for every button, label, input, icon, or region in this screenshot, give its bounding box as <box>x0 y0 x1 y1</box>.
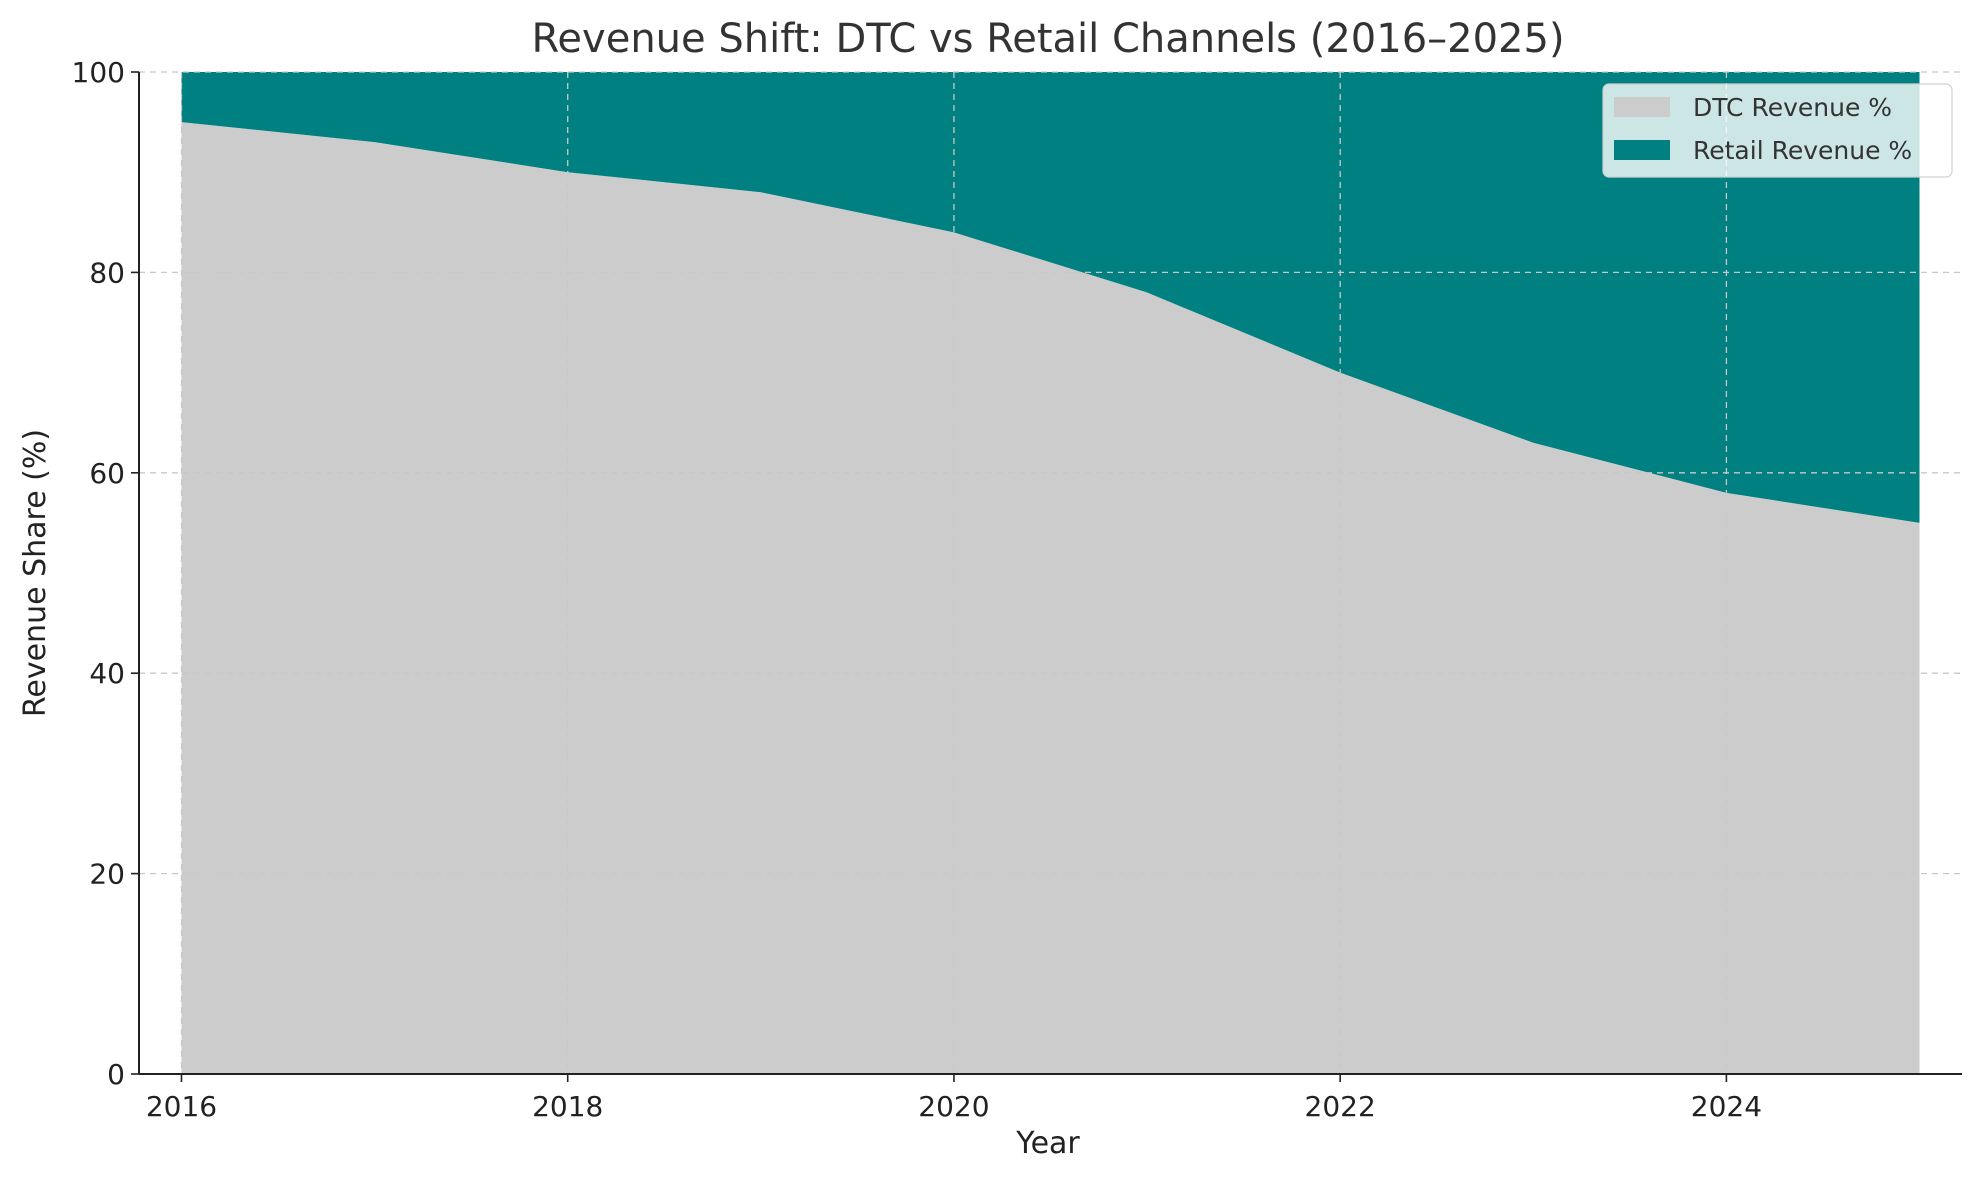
y-tick-label: 100 <box>72 56 125 89</box>
grid-lines <box>139 71 1962 1074</box>
area-series-1 <box>181 72 1920 523</box>
legend-swatch-retail <box>1614 140 1670 160</box>
x-tick-label: 2020 <box>918 1090 989 1123</box>
y-ticks: 0 20 40 60 80 100 <box>72 56 139 1091</box>
legend-label-retail: Retail Revenue % <box>1693 136 1912 165</box>
legend-frame <box>1602 83 1953 178</box>
legend-label-dtc: DTC Revenue % <box>1693 93 1892 122</box>
plot-areas <box>181 72 1920 1075</box>
y-axis-label: Revenue Share (%) <box>18 429 53 717</box>
legend: DTC Revenue % Retail Revenue % <box>1602 83 1953 178</box>
x-axis-label: Year <box>1015 1126 1080 1161</box>
y-tick-label: 60 <box>89 457 125 490</box>
area-series-0 <box>181 122 1920 1075</box>
y-tick-label: 20 <box>89 858 125 891</box>
chart-title: Revenue Shift: DTC vs Retail Channels (2… <box>531 16 1564 62</box>
axes <box>138 72 1962 1075</box>
x-tick-label: 2024 <box>1691 1090 1762 1123</box>
x-tick-label: 2022 <box>1305 1090 1376 1123</box>
x-tick-label: 2018 <box>532 1090 603 1123</box>
x-tick-label: 2016 <box>146 1090 217 1123</box>
x-ticks: 2016 2018 2020 2022 2024 <box>146 1074 1762 1123</box>
y-tick-label: 0 <box>107 1058 125 1091</box>
y-tick-label: 40 <box>89 657 125 690</box>
y-tick-label: 80 <box>89 256 125 289</box>
legend-swatch-dtc <box>1614 97 1670 117</box>
